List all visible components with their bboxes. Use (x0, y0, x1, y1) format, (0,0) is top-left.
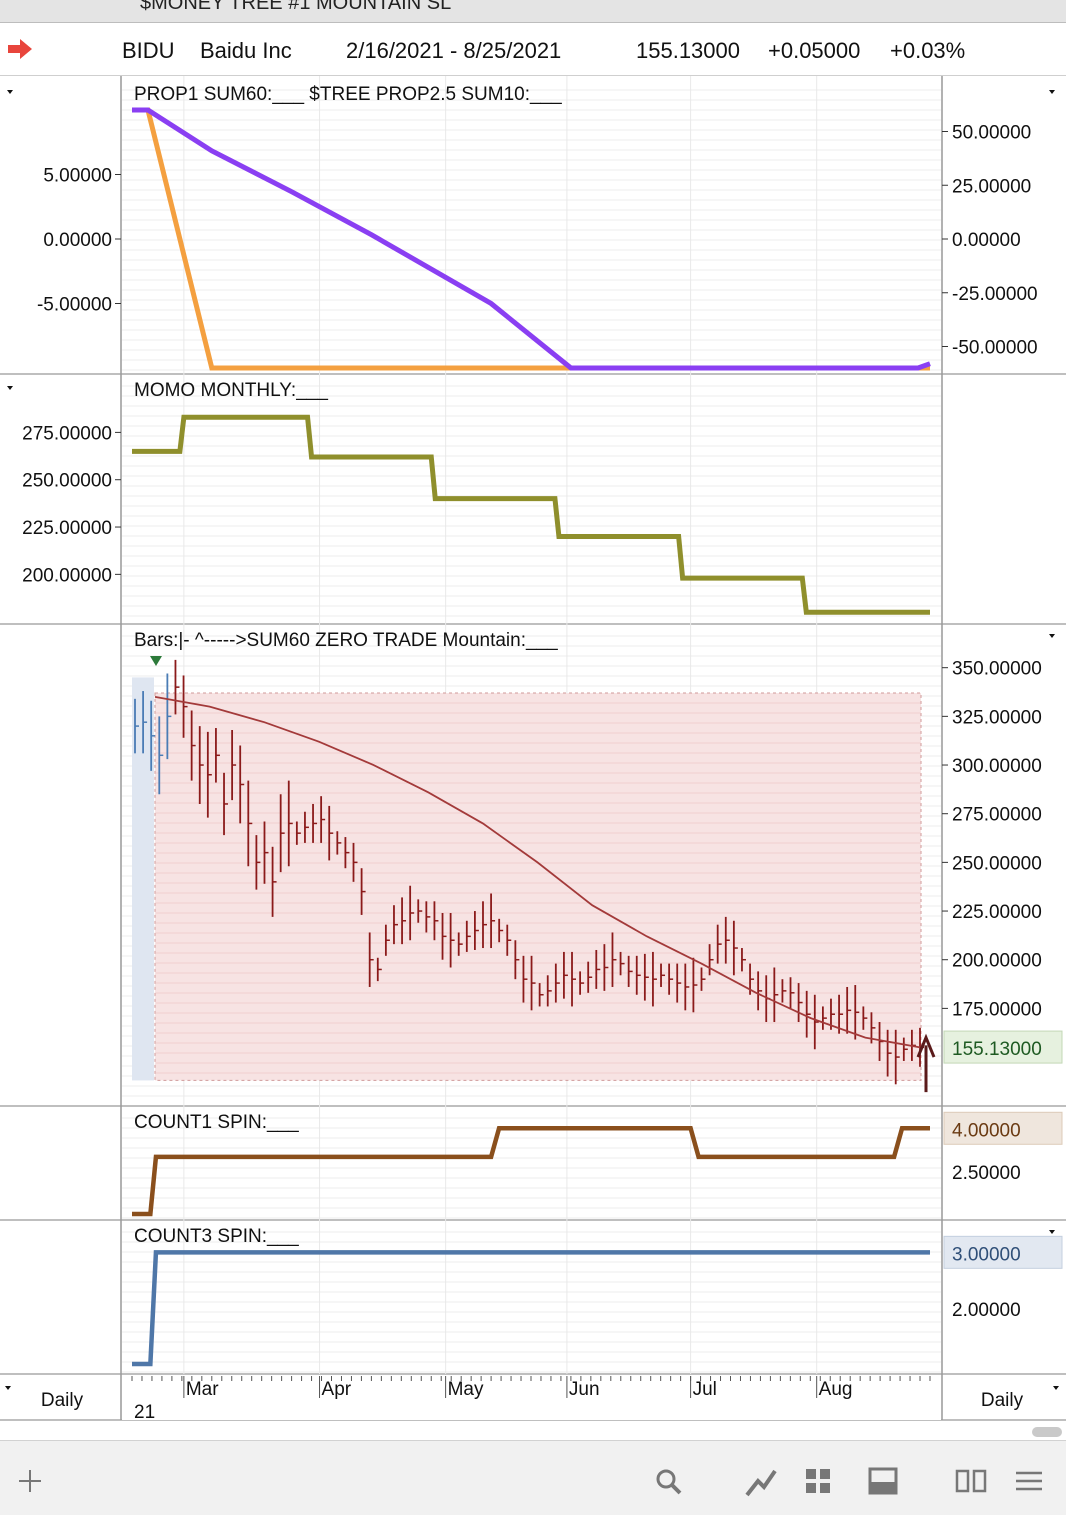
left-tick-label: 275.00000 (22, 423, 112, 444)
last-price: 155.13000 (636, 38, 740, 63)
symbol-info-bar: BIDU Baidu Inc 2/16/2021 - 8/25/2021 155… (0, 23, 1066, 76)
right-tick-label: 200.00000 (952, 951, 1042, 972)
period-left-label: Daily (41, 1390, 84, 1411)
count1-panel-title: COUNT1 SPIN:___ (134, 1112, 299, 1133)
trade-zone-box (154, 692, 922, 1081)
price-panel-title: Bars:|- ^----->SUM60 ZERO TRADE Mountain… (134, 630, 558, 651)
signal-triangle-icon (150, 656, 162, 666)
right-tick-label: 350.00000 (952, 659, 1042, 680)
last-price-label: 155.13000 (952, 1039, 1042, 1060)
month-label: May (448, 1379, 484, 1400)
right-tick-label: 50.00000 (952, 123, 1031, 144)
collapse-triangle-icon (7, 386, 13, 390)
sum60-line (154, 695, 921, 1049)
month-label: Jul (693, 1379, 717, 1400)
date-range: 2/16/2021 - 8/25/2021 (346, 38, 562, 63)
year-label: 21 (134, 1402, 155, 1423)
panel-icon[interactable] (868, 1467, 898, 1495)
count1-value-badge (943, 1111, 1063, 1145)
right-tick-label: 275.00000 (952, 805, 1042, 826)
momo-monthly-line (132, 414, 930, 615)
red-arrow-icon[interactable] (6, 37, 34, 61)
right-tick-label: 2.50000 (952, 1163, 1021, 1184)
scrollbar-thumb[interactable] (1032, 1427, 1062, 1437)
count1-line (132, 1126, 930, 1217)
grid-icon[interactable] (804, 1467, 832, 1495)
add-icon[interactable] (16, 1467, 44, 1495)
period-right-label: Daily (981, 1390, 1024, 1411)
right-tick-label: 300.00000 (952, 756, 1042, 777)
right-tick-label: 25.00000 (952, 176, 1031, 197)
collapse-triangle-icon (1053, 1386, 1059, 1390)
month-label: Jun (569, 1379, 600, 1400)
collapse-triangle-icon (1049, 1230, 1055, 1234)
right-tick-label: 0.00000 (952, 230, 1021, 251)
right-tick-label: -25.00000 (952, 284, 1038, 305)
prop-panel-title: PROP1 SUM60:___ $TREE PROP2.5 SUM10:___ (134, 84, 562, 105)
search-icon[interactable] (654, 1467, 684, 1497)
chart-area[interactable]: PROP1 SUM60:___ $TREE PROP2.5 SUM10:___ 5… (0, 76, 1066, 1440)
left-tick-label: 250.00000 (22, 471, 112, 492)
right-tick-label: 325.00000 (952, 707, 1042, 728)
right-tick-label: 4.00000 (952, 1120, 1021, 1141)
last-price-badge (943, 1030, 1063, 1064)
symbol: BIDU (122, 38, 175, 63)
bottom-toolbar (0, 1427, 1066, 1515)
left-tick-label: 225.00000 (22, 518, 112, 539)
menu-icon[interactable] (1014, 1469, 1044, 1493)
time-axis-bg (122, 1377, 941, 1420)
collapse-triangle-icon (1049, 634, 1055, 638)
right-tick-label: -50.00000 (952, 338, 1038, 359)
month-label: Aug (819, 1379, 853, 1400)
company-name: Baidu Inc (200, 38, 292, 63)
window-title: $MONEY TREE #1 MOUNTAIN SL (140, 0, 452, 14)
count3-panel-title: COUNT3 SPIN:___ (134, 1226, 299, 1247)
count3-value-badge (943, 1235, 1063, 1269)
left-tick-label: 0.00000 (43, 230, 112, 251)
left-tick-label: -5.00000 (37, 295, 112, 316)
up-arrow-icon (916, 1033, 936, 1093)
right-tick-label: 3.00000 (952, 1244, 1021, 1265)
book-icon[interactable] (954, 1467, 988, 1495)
right-tick-label: 2.00000 (952, 1300, 1021, 1321)
right-tick-label: 175.00000 (952, 999, 1042, 1020)
right-tick-label: 225.00000 (952, 902, 1042, 923)
month-label: Mar (186, 1379, 219, 1400)
left-tick-label: 200.00000 (22, 565, 112, 586)
right-tick-label: 250.00000 (952, 853, 1042, 874)
prop1-sum60-line (132, 107, 931, 371)
price-change: +0.05000 (768, 38, 861, 63)
price-change-pct: +0.03% (890, 38, 966, 63)
chart-line-icon[interactable] (744, 1465, 778, 1499)
left-tick-label: 5.00000 (43, 166, 112, 187)
momo-panel-title: MOMO MONTHLY:___ (134, 380, 328, 401)
window-title-bar: $MONEY TREE #1 MOUNTAIN SL (0, 0, 1066, 23)
month-label: Apr (322, 1379, 352, 1400)
count3-line (132, 1250, 930, 1367)
collapse-triangle-icon (1049, 90, 1055, 94)
collapse-triangle-icon (7, 90, 13, 94)
collapse-triangle-icon (5, 1386, 11, 1390)
mountain-area (132, 677, 154, 1081)
